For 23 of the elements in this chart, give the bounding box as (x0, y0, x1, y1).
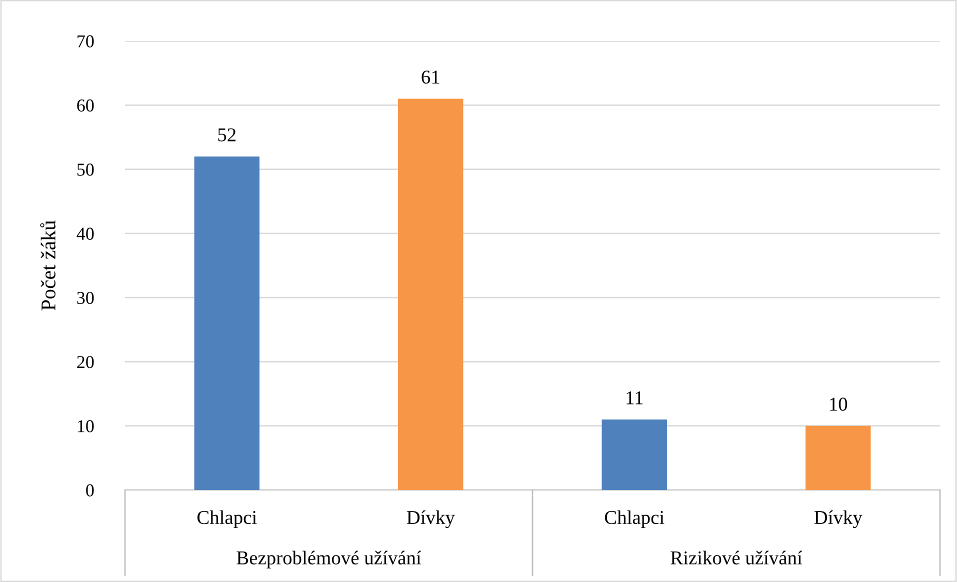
data-label: 11 (626, 391, 643, 404)
y-tick-label: 10 (78, 420, 94, 432)
y-tick-label: 30 (77, 292, 94, 304)
y-tick-label: 0 (86, 484, 94, 496)
y-tick-label: 50 (77, 164, 94, 176)
y-tick-label: 70 (78, 35, 94, 48)
data-label: 52 (218, 128, 236, 142)
x-tick-label: Chlapci (197, 510, 257, 528)
y-tick-label: 40 (76, 228, 94, 240)
data-label: 61 (422, 70, 440, 84)
x-tick-label: Chlapci (604, 510, 664, 528)
y-tick-label: 60 (77, 99, 94, 112)
bar (194, 156, 260, 490)
bar (602, 419, 667, 490)
x-tick-label: Dívky (406, 510, 455, 528)
y-tick-label: 20 (77, 356, 94, 368)
text: Rizikové užívání (670, 550, 802, 564)
text: Bezproblémové užívání (236, 550, 422, 568)
bar (398, 98, 464, 490)
y-axis-title: Počet žáků (40, 220, 56, 310)
data-label: 10 (830, 398, 848, 411)
bar (806, 426, 871, 490)
x-tick-label: Dívky (814, 510, 862, 528)
